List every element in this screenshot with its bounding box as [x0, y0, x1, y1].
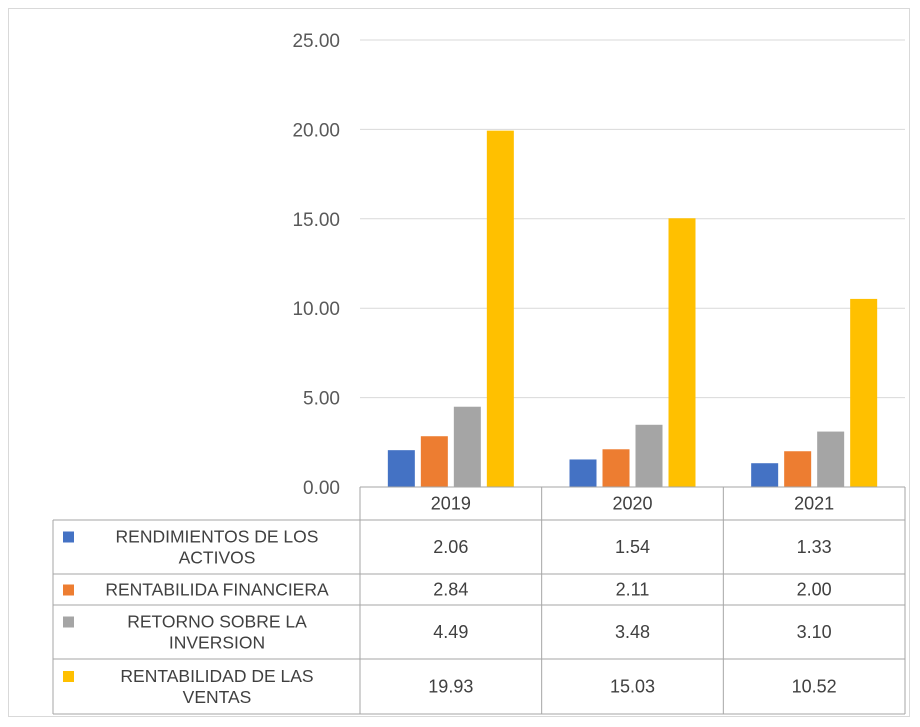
bar	[569, 459, 597, 487]
series-label: ACTIVOS	[179, 548, 256, 568]
bar	[486, 130, 514, 487]
bar	[751, 463, 779, 487]
y-tick-label: 5.00	[303, 389, 340, 410]
series-label: VENTAS	[183, 687, 252, 707]
value-label: 1.54	[615, 537, 650, 557]
value-label: 19.93	[428, 677, 473, 697]
legend-swatch	[63, 584, 74, 596]
y-tick-label: 20.00	[292, 120, 340, 141]
bar	[635, 424, 663, 487]
value-label: 15.03	[610, 677, 655, 697]
value-label: 1.33	[797, 537, 832, 557]
category-label: 2021	[794, 494, 834, 514]
value-label: 3.10	[797, 622, 832, 642]
value-label: 10.52	[792, 677, 837, 697]
bar	[850, 298, 878, 487]
category-label: 2019	[431, 494, 471, 514]
bar	[602, 449, 630, 487]
value-label: 2.11	[616, 580, 650, 600]
series-label: RENTABILIDA FINANCIERA	[105, 580, 329, 600]
series-label: RETORNO SOBRE LA	[127, 612, 307, 632]
bar	[453, 406, 481, 487]
bar	[420, 436, 448, 487]
value-label: 2.84	[433, 580, 468, 600]
value-label: 4.49	[433, 622, 468, 642]
y-tick-label: 25.00	[292, 31, 340, 52]
value-label: 2.06	[433, 537, 468, 557]
category-label: 2020	[612, 494, 652, 514]
series-label: RENTABILIDAD DE LAS	[120, 666, 313, 686]
bar	[387, 450, 415, 487]
bar	[817, 431, 845, 487]
y-tick-label: 15.00	[292, 210, 340, 231]
value-label: 2.00	[797, 580, 832, 600]
y-tick-label: 0.00	[303, 478, 340, 499]
series-label: RENDIMIENTOS DE LOS	[116, 527, 319, 547]
legend-swatch	[63, 671, 74, 682]
legend-swatch	[63, 531, 74, 543]
value-label: 3.48	[615, 622, 650, 642]
bar	[668, 218, 696, 487]
bar	[784, 451, 812, 487]
legend-swatch	[63, 616, 74, 628]
y-tick-label: 10.00	[292, 299, 340, 320]
series-label: INVERSION	[169, 633, 265, 653]
chart-frame	[8, 8, 910, 717]
